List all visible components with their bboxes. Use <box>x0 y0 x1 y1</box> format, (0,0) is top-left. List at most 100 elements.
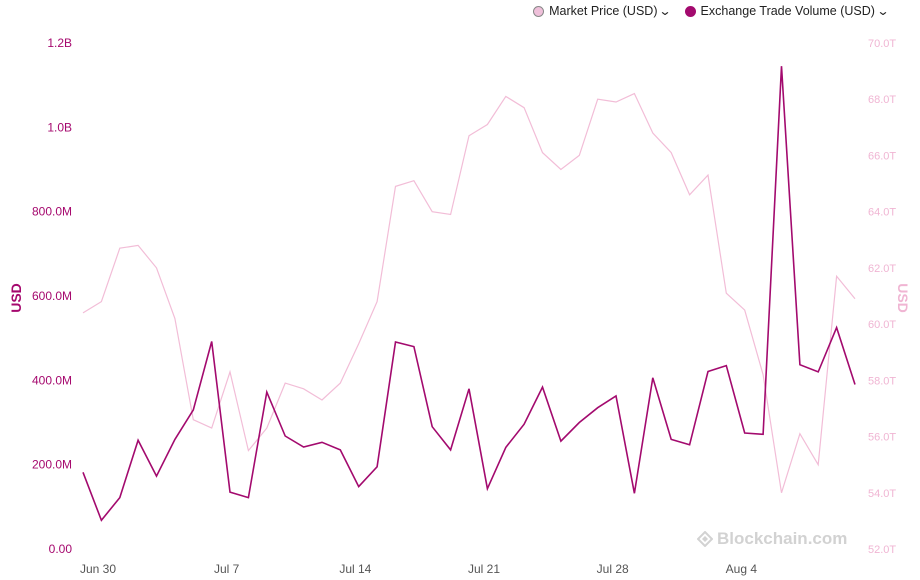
market-price-point <box>118 246 122 250</box>
trade-volume-point <box>338 448 342 452</box>
x-axis-tick-label: Jun 30 <box>80 562 116 576</box>
trade-volume-point <box>688 443 692 447</box>
market-price-series-line <box>82 92 856 493</box>
trade-volume-point <box>559 439 563 443</box>
market-price-point <box>357 342 361 346</box>
right-axis-tick-label: 56.0T <box>868 432 896 444</box>
market-price-point <box>228 370 232 374</box>
x-axis-tick-label: Jul 28 <box>597 562 629 576</box>
x-axis-tick-label: Jul 21 <box>468 562 500 576</box>
market-price-point <box>375 300 379 304</box>
market-price-point <box>779 491 783 495</box>
x-axis-tick-label: Jul 14 <box>339 562 371 576</box>
right-axis-tick-label: 52.0T <box>868 544 896 556</box>
market-price-swatch-icon <box>533 5 545 17</box>
trade-volume-point <box>779 64 783 68</box>
trade-volume-point <box>724 364 728 368</box>
market-price-point <box>99 300 103 304</box>
trade-volume-point <box>449 448 453 452</box>
trade-volume-point <box>577 421 581 425</box>
market-price-point <box>320 398 324 402</box>
trade-volume-point <box>651 376 655 380</box>
trade-volume-point <box>283 434 287 438</box>
trade-volume-point <box>173 437 177 441</box>
market-price-point <box>210 426 214 430</box>
trade-volume-point <box>81 470 85 474</box>
market-price-points <box>81 92 857 495</box>
market-price-point <box>449 212 453 216</box>
market-price-point <box>504 94 508 98</box>
left-axis-tick-label: 1.0B <box>47 120 72 134</box>
market-price-point <box>651 131 655 135</box>
market-price-point <box>467 134 471 138</box>
blockchain-logo-icon <box>697 531 713 547</box>
left-axis-tick-label: 600.0M <box>32 289 72 303</box>
legend-item-trade-volume[interactable]: Exchange Trade Volume (USD) ⌄ <box>684 4 890 18</box>
left-axis-tick-label: 400.0M <box>32 373 72 387</box>
market-price-point <box>155 266 159 270</box>
trade-volume-point <box>412 345 416 349</box>
x-axis-ticks: Jun 30 Jul 7 Jul 14 Jul 21 Jul 28 Aug 4 <box>80 562 757 576</box>
x-axis-tick-label: Jul 7 <box>214 562 240 576</box>
market-price-point <box>688 193 692 197</box>
market-price-point <box>577 153 581 157</box>
trade-volume-point <box>706 369 710 373</box>
trade-volume-point <box>485 487 489 491</box>
trade-volume-point <box>191 408 195 412</box>
trade-volume-point <box>669 437 673 441</box>
market-price-point <box>541 151 545 155</box>
market-price-point <box>136 243 140 247</box>
market-price-point <box>283 381 287 385</box>
trade-volume-points <box>81 64 857 522</box>
trade-volume-point <box>761 432 765 436</box>
trade-volume-point <box>816 370 820 374</box>
market-price-point <box>302 387 306 391</box>
left-axis-tick-label: 800.0M <box>32 205 72 219</box>
right-axis-tick-label: 64.0T <box>868 207 896 219</box>
trade-volume-point <box>798 363 802 367</box>
legend-label-market-price: Market Price (USD) <box>549 4 658 18</box>
market-price-point <box>632 92 636 96</box>
trade-volume-point <box>393 340 397 344</box>
trade-volume-point <box>320 440 324 444</box>
trade-volume-point <box>835 326 839 330</box>
legend-label-trade-volume: Exchange Trade Volume (USD) <box>700 4 875 18</box>
market-price-point <box>485 123 489 127</box>
market-price-point <box>522 106 526 110</box>
chevron-down-icon[interactable]: ⌄ <box>658 4 673 18</box>
trade-volume-point <box>504 445 508 449</box>
market-price-point <box>81 311 85 315</box>
trade-volume-point <box>632 491 636 495</box>
watermark-text: Blockchain.com <box>717 529 848 548</box>
trade-volume-point <box>357 485 361 489</box>
watermark: Blockchain.com <box>697 529 847 549</box>
right-axis-tick-label: 66.0T <box>868 150 896 162</box>
market-price-point <box>412 179 416 183</box>
market-price-point <box>430 210 434 214</box>
market-price-point <box>816 463 820 467</box>
trade-volume-point <box>265 390 269 394</box>
market-price-point <box>559 168 563 172</box>
trade-volume-point <box>246 496 250 500</box>
market-price-point <box>393 184 397 188</box>
market-price-point <box>246 449 250 453</box>
market-price-point <box>669 151 673 155</box>
trade-volume-series-line <box>82 66 856 522</box>
market-price-point <box>191 418 195 422</box>
legend-item-market-price[interactable]: Market Price (USD) ⌄ <box>533 4 673 18</box>
x-axis-tick-label: Aug 4 <box>726 562 758 576</box>
market-price-point <box>835 274 839 278</box>
left-axis-title: USD <box>8 283 24 313</box>
trade-volume-point <box>118 496 122 500</box>
left-axis-ticks: 0.00 200.0M 400.0M 600.0M 800.0M 1.0B 1.2B <box>32 36 72 556</box>
trade-volume-swatch-icon <box>684 5 696 17</box>
chevron-down-icon[interactable]: ⌄ <box>876 4 890 18</box>
trade-volume-point <box>614 394 618 398</box>
trade-volume-point <box>302 445 306 449</box>
market-price-point <box>724 291 728 295</box>
trade-volume-point <box>467 387 471 391</box>
market-price-point <box>853 297 857 301</box>
market-price-point <box>596 97 600 101</box>
trade-volume-point <box>375 465 379 469</box>
